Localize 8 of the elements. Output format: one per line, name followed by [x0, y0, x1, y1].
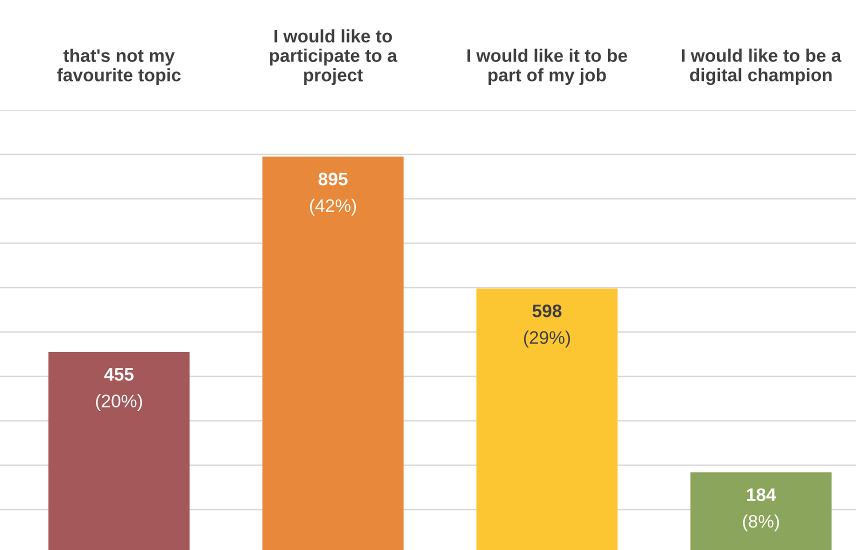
x-tick-label: I would like to participate to a project: [270, 29, 398, 85]
data-label: 895 (42%): [310, 172, 356, 216]
x-tick-label: that's not my favourite topic: [57, 48, 181, 85]
data-label: 184 (8%): [743, 488, 779, 532]
x-tick-label: I would like to be a digital champion: [682, 48, 842, 85]
data-label: 455 (20%): [96, 368, 142, 411]
x-tick-label: I would like it to be part of my job: [467, 48, 628, 85]
data-label: 598 (29%): [524, 304, 570, 348]
